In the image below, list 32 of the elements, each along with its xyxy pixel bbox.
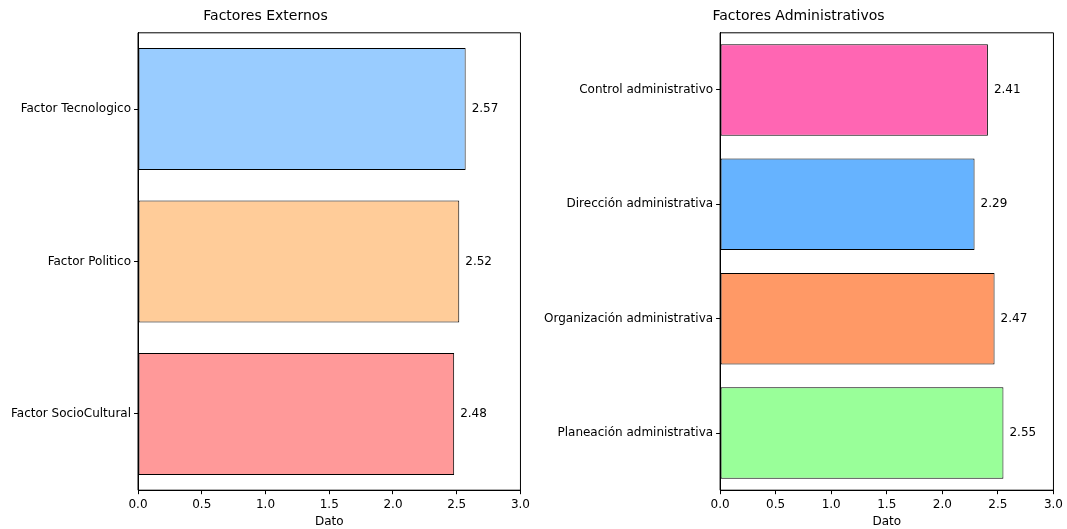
x-tick-label: 1.5 bbox=[319, 496, 339, 511]
y-tick-label: Factor Tecnologico bbox=[20, 101, 132, 116]
x-tick-label: 0.0 bbox=[128, 496, 148, 511]
data-label: 2.52 bbox=[465, 253, 492, 268]
data-label: 2.47 bbox=[1000, 310, 1028, 325]
y-tick-label: Organización administrativa bbox=[543, 310, 714, 325]
x-tick-label: 2.5 bbox=[988, 496, 1008, 511]
x-tick-label: 3.0 bbox=[1043, 496, 1063, 511]
x-tick-label: 1.0 bbox=[821, 496, 841, 511]
data-label: 2.57 bbox=[471, 101, 499, 116]
chart-title: Factores Administrativos bbox=[712, 7, 885, 24]
x-axis-title: Dato bbox=[872, 513, 902, 528]
y-tick-label: Planeación administrativa bbox=[557, 425, 714, 440]
data-label: 2.41 bbox=[993, 82, 1021, 97]
data-label: 2.48 bbox=[460, 406, 487, 421]
data-label: 2.55 bbox=[1009, 425, 1037, 440]
y-tick-label: Factor SocioCultural bbox=[11, 406, 132, 421]
data-label: 2.29 bbox=[980, 196, 1008, 211]
y-tick-label: Dirección administrativa bbox=[566, 196, 714, 211]
x-tick-label: 2.0 bbox=[383, 496, 403, 511]
x-axis-title: Dato bbox=[314, 513, 344, 528]
x-tick-label: 0.5 bbox=[766, 496, 786, 511]
x-tick-label: 1.0 bbox=[255, 496, 276, 511]
x-tick-label: 2.5 bbox=[447, 496, 467, 511]
x-tick-label: 0.0 bbox=[710, 496, 730, 511]
y-tick-label: Control administrativo bbox=[579, 82, 714, 97]
chart-title: Factores Externos bbox=[203, 7, 328, 24]
x-tick-label: 1.5 bbox=[877, 496, 897, 511]
y-tick-label: Factor Politico bbox=[47, 253, 132, 268]
x-tick-label: 3.0 bbox=[510, 496, 530, 511]
x-tick-label: 0.5 bbox=[192, 496, 212, 511]
x-tick-label: 2.0 bbox=[932, 496, 952, 511]
